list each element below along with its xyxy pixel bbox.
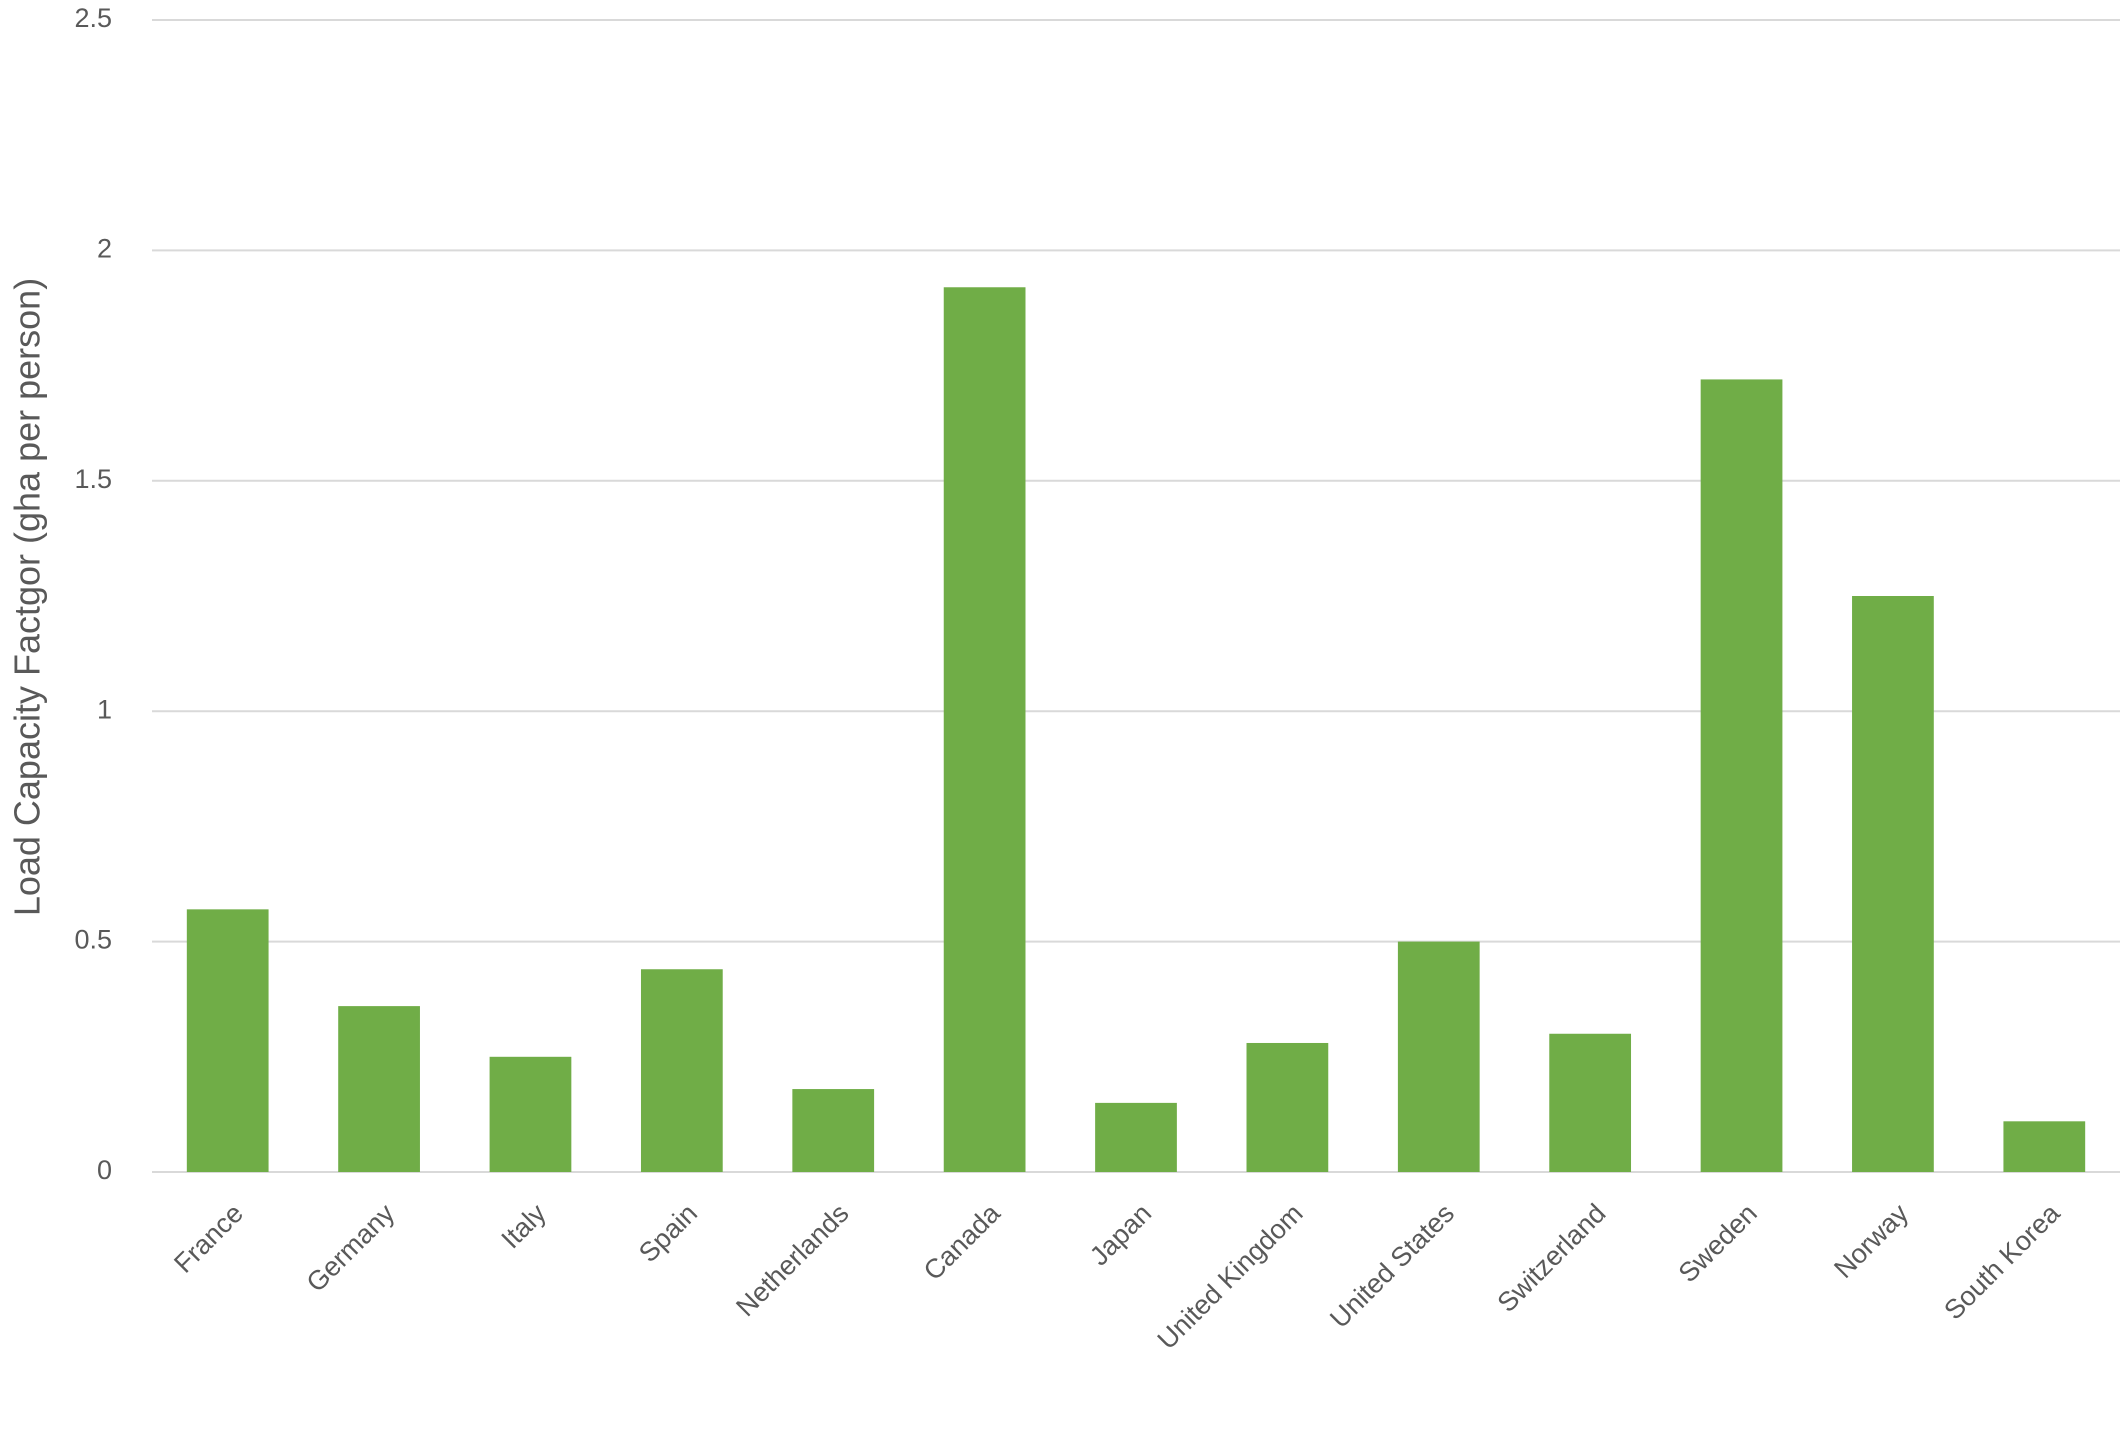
- bar: [792, 1089, 875, 1172]
- x-tick-label: France: [168, 1198, 249, 1279]
- bar: [1246, 1042, 1329, 1172]
- bar: [1549, 1033, 1632, 1172]
- y-tick-label: 1: [97, 694, 112, 724]
- y-tick-label: 2.5: [74, 3, 112, 33]
- y-tick-label: 0.5: [74, 925, 112, 955]
- bar: [1852, 596, 1934, 1172]
- bar: [489, 1056, 572, 1172]
- y-axis-title: Load Capacity Factgor (gha per person): [7, 278, 48, 916]
- x-tick-label: Spain: [633, 1198, 703, 1268]
- bar: [338, 1006, 420, 1172]
- x-tick-label: Norway: [1828, 1198, 1914, 1284]
- y-tick-label: 1.5: [74, 464, 112, 494]
- bar: [186, 909, 269, 1172]
- x-tick-label: Sweden: [1673, 1198, 1763, 1288]
- y-tick-label: 2: [97, 234, 112, 264]
- x-tick-label: South Korea: [1938, 1197, 2066, 1325]
- bar: [1095, 1102, 1177, 1172]
- x-tick-label: United Kingdom: [1152, 1198, 1309, 1355]
- bar: [640, 969, 723, 1172]
- x-tick-label: Italy: [496, 1198, 553, 1255]
- y-tick-label: 0: [97, 1155, 112, 1185]
- x-tick-label: Germany: [301, 1198, 401, 1298]
- x-tick-label: Japan: [1084, 1198, 1157, 1271]
- bar: [1700, 379, 1783, 1172]
- bar: [2003, 1121, 2086, 1172]
- bar: [943, 287, 1026, 1172]
- x-tick-label: United States: [1324, 1198, 1460, 1334]
- x-tick-label: Netherlands: [730, 1198, 854, 1322]
- bar: [1397, 941, 1480, 1172]
- x-tick-label: Switzerland: [1492, 1198, 1612, 1318]
- x-tick-label: Canada: [918, 1197, 1007, 1286]
